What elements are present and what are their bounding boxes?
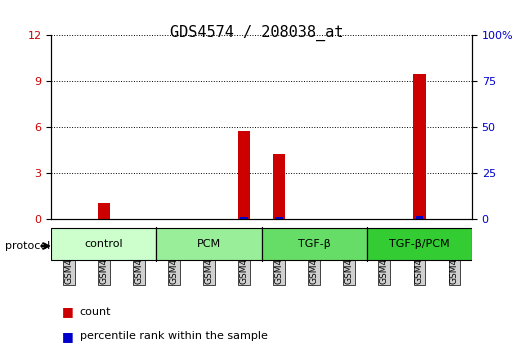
Text: percentile rank within the sample: percentile rank within the sample <box>80 331 267 341</box>
Bar <box>241 217 248 219</box>
Text: ■: ■ <box>62 330 73 343</box>
Text: protocol: protocol <box>5 241 50 251</box>
FancyBboxPatch shape <box>367 228 472 260</box>
Text: control: control <box>85 239 123 249</box>
FancyBboxPatch shape <box>51 228 156 260</box>
Text: TGF-β/PCM: TGF-β/PCM <box>389 239 450 249</box>
Text: ■: ■ <box>62 305 73 318</box>
Text: GDS4574 / 208038_at: GDS4574 / 208038_at <box>170 25 343 41</box>
Text: PCM: PCM <box>197 239 221 249</box>
Bar <box>238 131 250 219</box>
Bar <box>275 217 283 219</box>
Bar <box>413 74 425 219</box>
FancyBboxPatch shape <box>262 228 367 260</box>
Bar <box>273 154 285 219</box>
Text: TGF-β: TGF-β <box>298 239 330 249</box>
Text: count: count <box>80 307 111 316</box>
Bar <box>98 202 110 219</box>
Bar <box>416 216 423 219</box>
FancyBboxPatch shape <box>156 228 262 260</box>
